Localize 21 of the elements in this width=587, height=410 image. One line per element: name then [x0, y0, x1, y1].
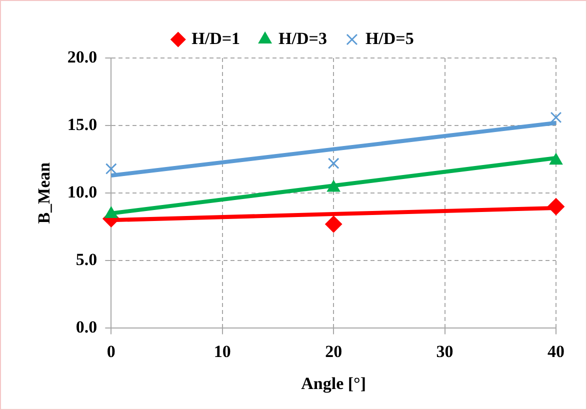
legend-label: H/D=1: [192, 28, 240, 48]
point: [105, 163, 117, 174]
y-tick-label: 20.0: [67, 47, 98, 66]
point: [325, 216, 342, 233]
legend-label: H/D=3: [278, 28, 327, 48]
x-tick-label: 30: [436, 342, 454, 361]
point: [328, 158, 340, 170]
y-tick-label: 0.0: [76, 318, 98, 337]
y-tick-label: 10.0: [67, 182, 98, 202]
x-axis-title: Angle [°]: [301, 374, 366, 394]
y-tick-label: 15.0: [67, 114, 98, 134]
x-tick-label: 0: [106, 342, 116, 361]
point: [550, 112, 562, 124]
point: [548, 198, 564, 216]
legend-label: H/D=5: [365, 28, 414, 48]
x-tick-label: 40: [548, 342, 564, 361]
x-tick-label: 10: [214, 342, 231, 361]
x-tick-label: 20: [325, 342, 342, 361]
y-tick-label: 5.0: [76, 250, 98, 270]
y-axis-title: B_Mean: [34, 162, 54, 224]
point: [104, 206, 118, 218]
